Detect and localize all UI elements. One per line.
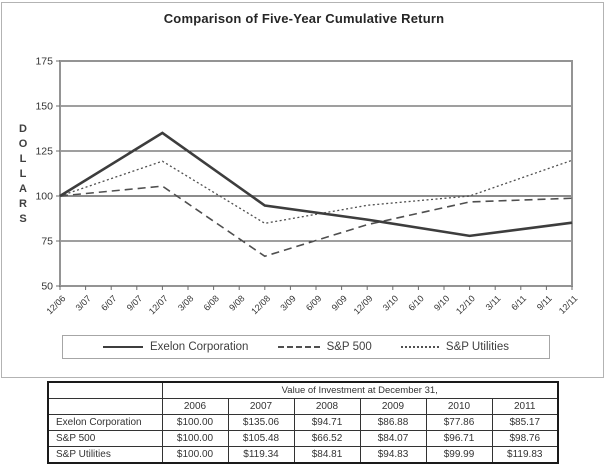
dotted-line-icon [400, 346, 439, 348]
y-tick-label: 150 [35, 101, 53, 113]
chart-panel [1, 2, 604, 378]
x-tick-label: 3/09 [278, 293, 297, 312]
x-tick-label: 3/11 [484, 293, 503, 312]
table-cell: 2007 [227, 398, 295, 415]
table-cell [47, 398, 163, 415]
series-line-solid [59, 131, 573, 238]
x-tick-label: 6/08 [202, 293, 221, 312]
dashed-line-icon [277, 346, 320, 348]
row-label-cell: S&P 500 [47, 430, 163, 447]
table-cell: $105.48 [227, 430, 295, 447]
legend-item-utilities: S&P Utilities [400, 341, 509, 353]
row-label-cell: Exelon Corporation [47, 414, 163, 431]
plot-border [59, 60, 573, 287]
table-row: S&P 500 $100.00 $105.48 $66.52 $84.07 $96.71 $… [47, 430, 559, 447]
y-tick-label: 125 [35, 146, 53, 158]
table-cell: $86.88 [359, 414, 427, 431]
table-cell: $99.99 [425, 446, 493, 464]
legend-label-utilities: S&P Utilities [445, 341, 509, 353]
table-cell: $66.52 [293, 430, 361, 447]
y-tick-label: 175 [35, 56, 53, 68]
legend-item-exelon: Exelon Corporation [103, 341, 248, 353]
x-tick-label: 6/07 [99, 293, 118, 312]
table-row: Value of Investment at December 31, [47, 381, 559, 399]
chart-legend: Exelon Corporation S&P 500 S&P Utilities [62, 335, 550, 359]
table-cell: $84.81 [293, 446, 361, 464]
table-cell: $100.00 [161, 430, 229, 447]
x-tick-label: 6/09 [304, 293, 323, 312]
x-tick-label: 9/10 [432, 293, 451, 312]
legend-label-exelon: Exelon Corporation [150, 341, 249, 353]
y-axis-label: DOLLARS [17, 123, 29, 228]
x-tick-label: 3/07 [74, 293, 93, 312]
x-tick-label: 9/11 [535, 293, 554, 312]
x-tick-label: 12/08 [249, 293, 272, 316]
page-title: Comparison of Five-Year Cumulative Retur… [163, 11, 445, 26]
x-tick-label: 9/08 [227, 293, 246, 312]
x-tick-label: 12/11 [557, 293, 580, 316]
legend-label-sp500: S&P 500 [326, 341, 372, 353]
table-cell: 2010 [425, 398, 493, 415]
legend-item-sp500: S&P 500 [277, 341, 372, 353]
table-cell: 2011 [491, 398, 559, 415]
x-tick-label: 12/07 [147, 293, 170, 316]
table-cell: $119.34 [227, 446, 295, 464]
table-row: Exelon Corporation $100.00 $135.06 $94.71 $8… [47, 414, 559, 431]
table-cell: $94.83 [359, 446, 427, 464]
x-tick-label: 12/09 [352, 293, 375, 316]
table-cell: $100.00 [161, 414, 229, 431]
x-tick-label: 3/08 [176, 293, 195, 312]
table-cell: $77.86 [425, 414, 493, 431]
table-cell: 2009 [359, 398, 427, 415]
table-cell: $119.83 [491, 446, 559, 464]
x-tick-label: 3/10 [381, 293, 400, 312]
table-cell [47, 381, 163, 399]
table-row: 2006 2007 2008 2009 2010 2011 [47, 398, 559, 415]
series-line-dashed [59, 185, 573, 258]
x-tick-label: 9/07 [125, 293, 144, 312]
x-tick-label: 6/10 [406, 293, 425, 312]
table-cell: Value of Investment at December 31, [161, 381, 559, 399]
table-row: S&P Utilities $100.00 $119.34 $84.81 $94.83 $… [47, 446, 559, 464]
series-line-dotted [59, 159, 573, 225]
table-cell: $85.17 [491, 414, 559, 431]
x-tick-label: 12/06 [44, 293, 67, 316]
x-tick-label: 6/11 [509, 293, 528, 312]
table-cell: 2006 [161, 398, 229, 415]
table-cell: $98.76 [491, 430, 559, 447]
table-cell: $94.71 [293, 414, 361, 431]
x-tick-label: 9/09 [330, 293, 349, 312]
investment-value-table: Value of Investment at December 31, 2006 2… [47, 381, 559, 464]
table-cell: $100.00 [161, 446, 229, 464]
x-tick-label: 12/10 [454, 293, 477, 316]
table-cell: $135.06 [227, 414, 295, 431]
table-cell: $96.71 [425, 430, 493, 447]
table-cell: $84.07 [359, 430, 427, 447]
row-label-cell: S&P Utilities [47, 446, 163, 464]
cumulative-return-chart: 50 75 100 125 150 175 12/06 3/07 6/07 9/07 12/07 3/… [35, 56, 580, 317]
y-tick-label: 75 [41, 236, 53, 248]
table-cell: 2008 [293, 398, 361, 415]
solid-line-icon [103, 346, 143, 348]
y-tick-label: 50 [41, 281, 53, 293]
y-tick-label: 100 [35, 191, 53, 203]
